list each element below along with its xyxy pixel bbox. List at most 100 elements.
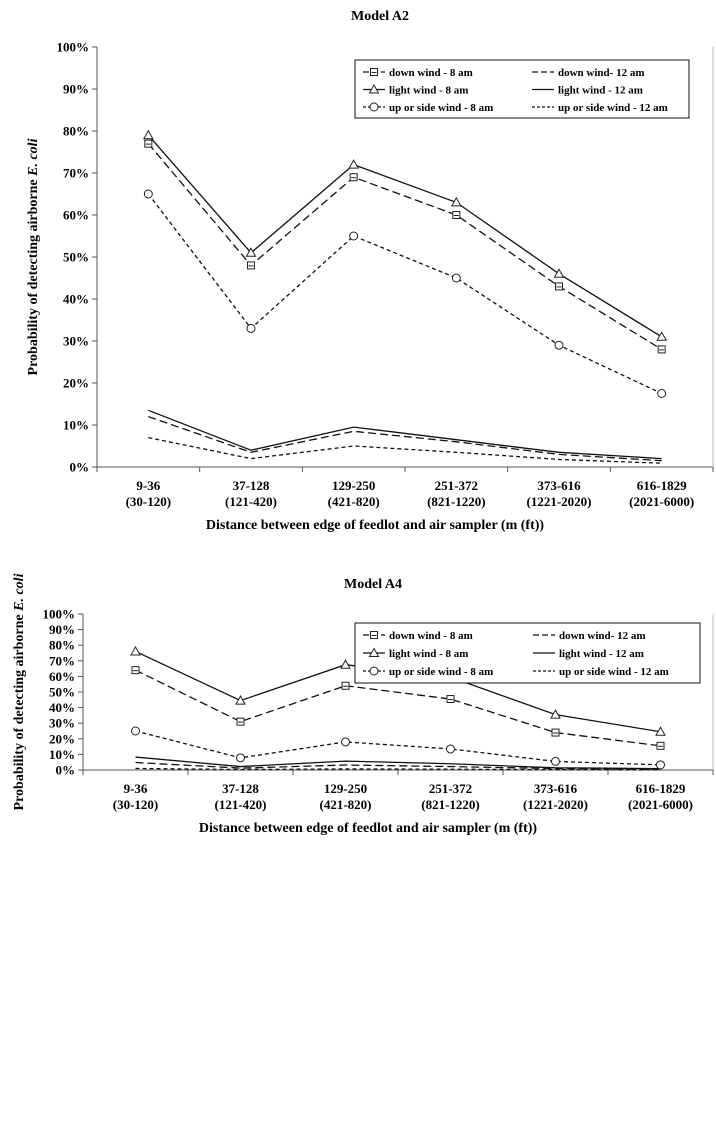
legend: down wind - 8 am down wind- 12 am light wi… [354,622,701,684]
data-point-s5-2 [236,753,245,763]
chart-1: Model A2 0% 10% 20% 30% 40% 50% 60% 70% 80% 90% 100… [26,9,714,533]
series-line-2 [135,761,661,770]
y-tick-label: 50% [63,250,89,265]
x-tick-label: 129-250 [332,478,375,493]
legend-marker-5 [369,666,379,676]
y-tick-label: 20% [49,731,75,746]
legend: down wind - 8 am down wind- 12 am light wi… [354,59,690,119]
y-tick-label: 60% [49,669,75,684]
x-tick-label: 9-36 [124,781,148,796]
legend-label-3: light wind - 8 am [389,85,468,97]
y-tick-label: 90% [49,622,75,637]
data-point-s5-3 [349,231,359,241]
data-point-s5-1 [143,189,153,199]
legend-label-4: light wind - 12 am [559,648,644,660]
x-tick-label: 251-372 [435,478,478,493]
legend-label-1: down wind - 8 am [389,630,473,642]
y-axis-title: Probability of detecting airborne E. col… [26,138,41,375]
series-line-1 [135,669,661,747]
x-tick-label: 9-36 [136,478,160,493]
chart-title: Model A2 [351,9,409,24]
data-point-s5-2 [246,323,256,333]
legend-marker-5 [369,102,379,112]
series-line-5 [135,730,661,766]
y-tick-label: 40% [49,700,75,715]
y-tick-label: 100% [43,607,76,622]
x-tick-sublabel: (421-820) [328,494,380,509]
x-tick-sublabel: (1221-2020) [527,494,592,509]
data-point-s3-3 [340,659,351,669]
x-tick-label: 616-1829 [637,478,687,493]
legend-label-2: down wind- 12 am [559,630,646,642]
y-tick-label: 40% [63,292,89,307]
legend-label-4: light wind - 12 am [558,85,643,97]
data-point-s5-5 [551,756,560,766]
y-tick-label: 70% [63,166,89,181]
data-point-s5-6 [656,760,665,770]
x-tick-sublabel: (121-420) [225,494,277,509]
data-point-s3-5 [550,709,561,719]
series-line-5 [147,193,662,395]
x-tick-sublabel: (421-820) [320,797,372,812]
data-point-s5-5 [554,340,564,350]
legend-label-5: up or side wind - 8 am [389,666,493,678]
y-tick-label: 100% [57,40,90,55]
legend-label-2: down wind- 12 am [558,67,645,79]
y-tick-label: 30% [49,716,75,731]
data-point-s3-4 [450,196,462,207]
x-axis-title: Distance between edge of feedlot and air… [199,821,537,836]
legend-marker-3 [368,83,380,94]
data-point-s5-4 [451,273,461,283]
series-line-2 [148,415,662,462]
y-tick-label: 10% [49,747,75,762]
data-point-s3-5 [553,268,565,278]
y-tick-label: 90% [63,82,89,97]
data-point-s3-6 [655,726,666,736]
data-point-s5-6 [657,389,667,398]
legend-label-3: light wind - 8 am [389,648,468,660]
legend-label-5: up or side wind - 8 am [389,102,493,114]
x-tick-label: 251-372 [429,781,472,796]
series-line-1 [147,143,663,350]
data-point-s3-3 [348,159,360,169]
legend-box [354,622,701,684]
x-tick-sublabel: (821-1220) [421,797,480,812]
series-line-6 [148,436,662,464]
series-line-4 [135,756,661,770]
legend-box [354,59,690,119]
data-point-s3-6 [656,331,668,341]
x-tick-label: 37-128 [233,478,270,493]
data-point-s5-1 [131,726,140,736]
x-tick-label: 129-250 [324,781,367,796]
x-tick-sublabel: (821-1220) [427,494,486,509]
y-tick-label: 80% [49,638,75,653]
data-point-s3-2 [235,695,246,705]
data-point-s5-3 [341,737,350,747]
series-line-4 [148,409,662,460]
y-tick-label: 20% [63,376,89,391]
x-tick-label: 616-1829 [636,781,686,796]
series-line-3 [147,134,663,338]
data-point-s5-4 [446,744,455,754]
x-tick-sublabel: (30-120) [126,494,172,509]
x-axis-title: Distance between edge of feedlot and air… [206,518,544,533]
x-tick-sublabel: (1221-2020) [523,797,588,812]
series-line-6 [135,767,661,771]
y-tick-label: 0% [56,763,76,778]
x-tick-sublabel: (2021-6000) [629,494,694,509]
x-tick-label: 373-616 [537,478,581,493]
y-tick-label: 70% [49,653,75,668]
data-point-s3-1 [130,645,141,656]
legend-label-6: up or side wind - 12 am [559,666,669,678]
legend-marker-3 [368,647,380,657]
y-tick-label: 10% [63,418,89,433]
chart-title: Model A4 [344,577,402,592]
legend-label-1: down wind - 8 am [389,67,473,79]
y-tick-label: 60% [63,208,89,223]
x-tick-sublabel: (121-420) [215,797,267,812]
y-axis-title: Probability of detecting airborne E. col… [12,573,27,810]
x-tick-sublabel: (30-120) [113,797,159,812]
y-tick-label: 80% [63,124,89,139]
chart-2: Model A4 0%10%20%30%40%50%60%70%80%90%100… [12,573,714,836]
y-tick-label: 30% [63,334,89,349]
